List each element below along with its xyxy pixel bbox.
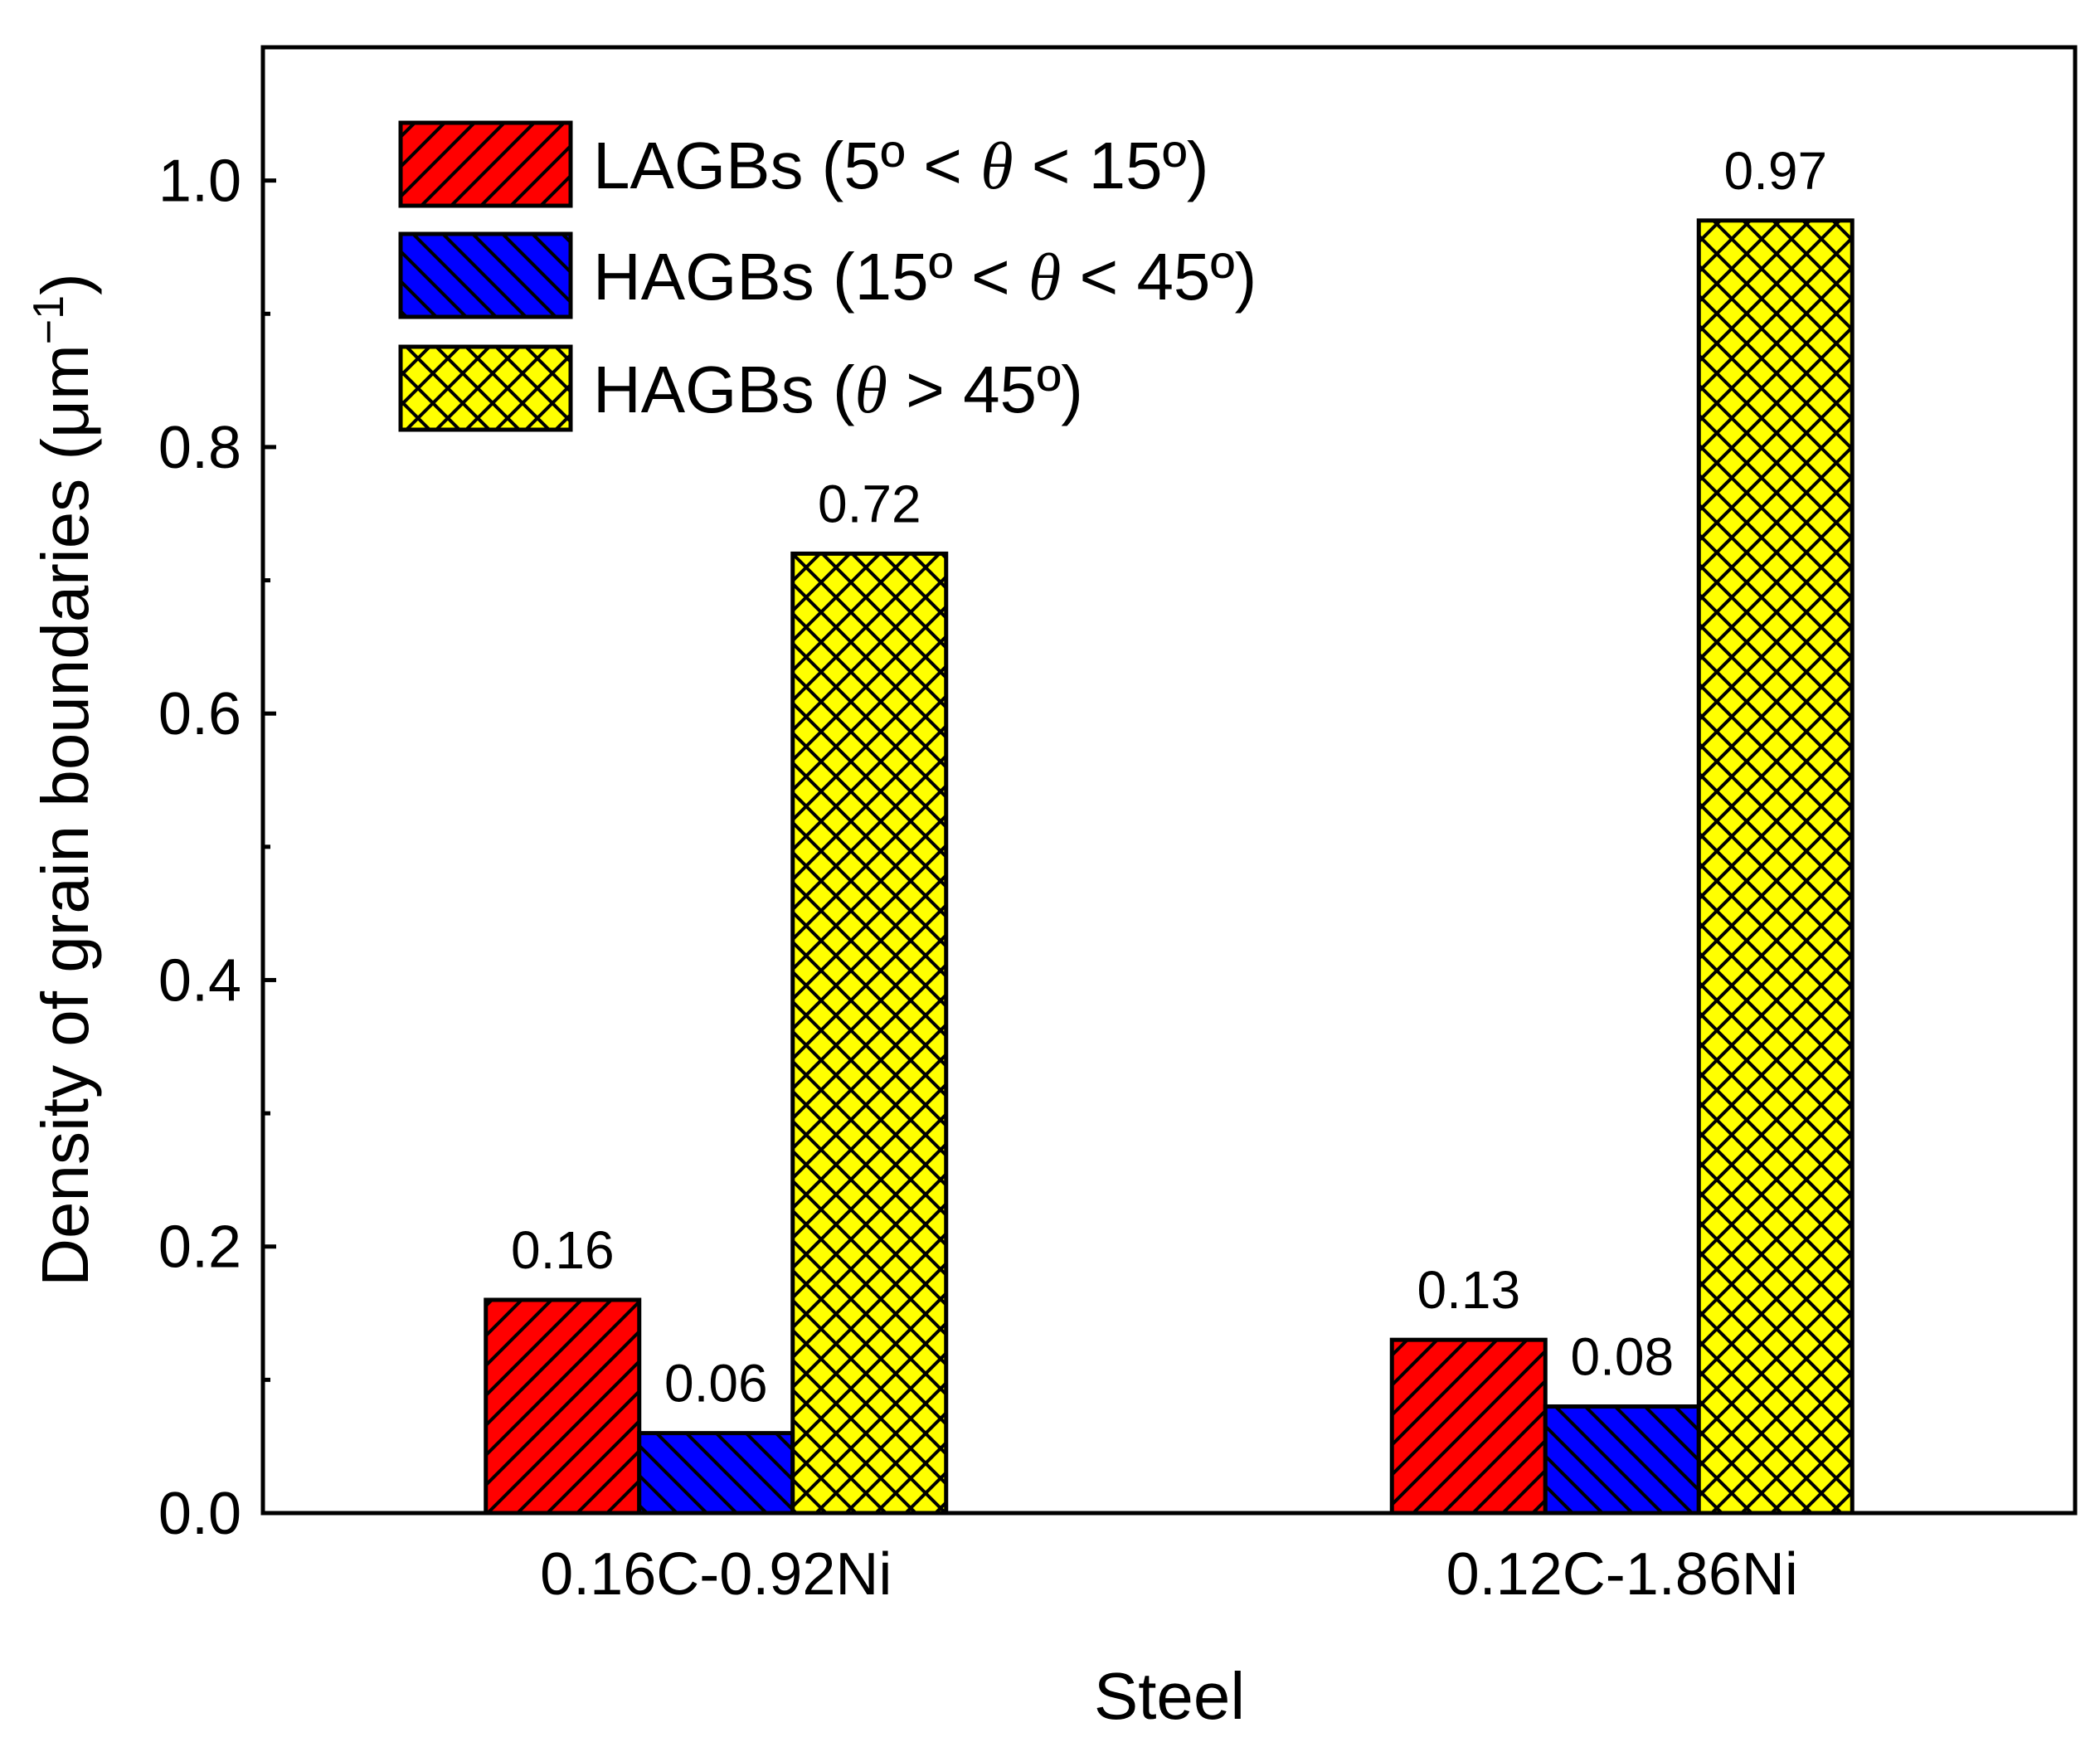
y-tick-label: 1.0: [158, 148, 241, 215]
data-label: 0.06: [664, 1354, 768, 1414]
legend-label: HAGBs (θ > 45º): [593, 353, 1083, 427]
data-label: 0.13: [1417, 1260, 1520, 1320]
y-tick-label: 0.4: [158, 947, 241, 1014]
legend-swatch: [398, 231, 573, 319]
bar: [637, 1431, 795, 1516]
bar: [790, 551, 949, 1516]
data-label: 0.97: [1723, 141, 1827, 201]
legend-swatch: [398, 344, 573, 432]
x-axis: 0.16C-0.92Ni 0.12C-1.86Ni: [540, 1500, 1798, 1608]
legend: LAGBs (5º < θ < 15º) HAGBs (15º < θ < 45º…: [398, 120, 1257, 432]
y-tick-label: 0.0: [158, 1481, 241, 1547]
y-tick-label: 0.6: [158, 681, 241, 747]
plot-frame: [260, 45, 2078, 1516]
data-label: 0.08: [1570, 1326, 1674, 1386]
data-label: 0.72: [818, 474, 921, 533]
legend-label: HAGBs (15º < θ < 45º): [593, 240, 1257, 314]
bar: [1696, 218, 1855, 1516]
x-tick-label: 0.16C-0.92Ni: [540, 1541, 892, 1608]
x-axis-title: Steel: [1094, 1659, 1245, 1733]
y-axis: 0.0 0.2 0.4 0.6 0.8 1.0: [158, 148, 276, 1547]
x-tick-label: 0.12C-1.86Ni: [1446, 1541, 1798, 1608]
y-tick-label: 0.8: [158, 415, 241, 481]
bar: [1543, 1404, 1701, 1516]
bar: [484, 1297, 642, 1516]
y-axis-title: Density of grain boundaries (μm−1): [25, 273, 102, 1286]
legend-swatch: [398, 120, 573, 208]
bars: [484, 218, 1855, 1516]
data-labels: 0.16 0.13 0.06 0.08 0.72 0.97: [511, 141, 1827, 1414]
bar: [1389, 1337, 1548, 1516]
legend-label: LAGBs (5º < θ < 15º): [593, 129, 1209, 203]
y-tick-label: 0.2: [158, 1214, 241, 1281]
data-label: 0.16: [511, 1220, 615, 1280]
